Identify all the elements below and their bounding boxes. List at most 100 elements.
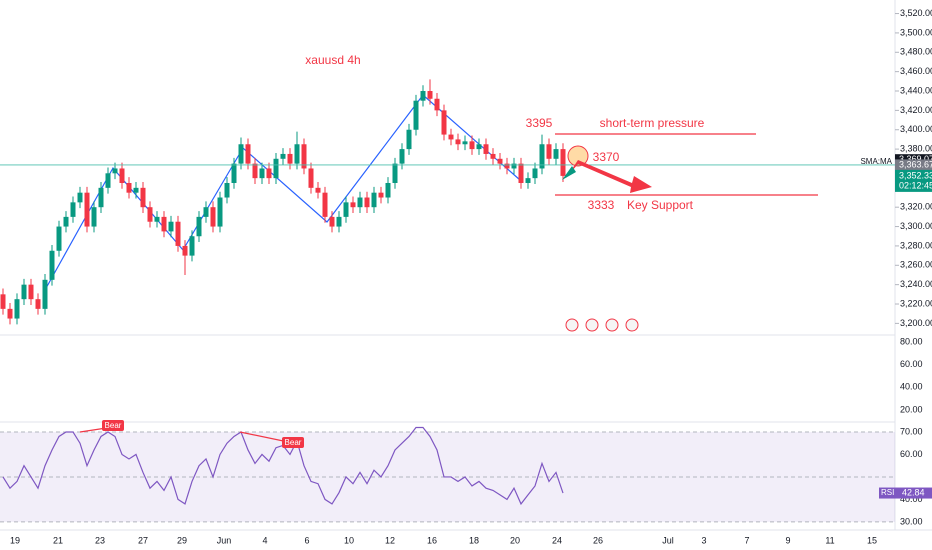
y-tick-label: 3,380.00	[900, 143, 932, 153]
candle-body	[182, 245, 188, 256]
y-tick-label: 3,260.00	[900, 260, 932, 270]
price-badge-label: 3,363.67	[899, 159, 932, 169]
x-tick-label: 29	[177, 535, 187, 545]
x-tick-label: 23	[95, 535, 105, 545]
candle-body	[210, 207, 216, 227]
x-tick-label: 19	[10, 535, 20, 545]
flag-icon[interactable]	[585, 318, 599, 332]
candle-body	[231, 163, 237, 183]
y-tick-label: 3,200.00	[900, 318, 932, 328]
rsi-name-badge	[879, 487, 895, 499]
x-tick-label: 15	[867, 535, 877, 545]
rsi-badge	[895, 487, 932, 499]
candle-body	[539, 144, 545, 169]
x-tick-label: 27	[138, 535, 148, 545]
candle-body	[259, 168, 265, 179]
x-tick-label: Jun	[217, 535, 232, 545]
candle-body	[392, 163, 398, 183]
candle-body	[280, 153, 286, 159]
candle-body	[476, 144, 482, 150]
candle-body	[245, 144, 251, 164]
flag-icon[interactable]	[605, 318, 619, 332]
candle-body	[483, 144, 489, 154]
candle-body	[532, 168, 538, 179]
price-badge-timer: 02:12:45	[899, 180, 932, 190]
candle-body	[147, 207, 153, 222]
forecast-arrow	[566, 160, 652, 193]
target-marker	[567, 145, 589, 167]
candle-body	[189, 236, 195, 256]
flag-icon[interactable]	[625, 318, 639, 332]
candle-body	[196, 216, 202, 237]
candle-body	[427, 91, 433, 99]
candle-body	[455, 139, 461, 145]
x-tick-label: 7	[744, 535, 749, 545]
candle-body	[287, 153, 293, 164]
y-tick-label: 3,400.00	[900, 124, 932, 134]
candle-body	[518, 163, 524, 183]
candle-body	[7, 308, 13, 319]
candle-body	[399, 149, 405, 164]
candle-body	[462, 141, 468, 145]
candle-body	[70, 202, 76, 217]
candle-body	[112, 168, 118, 174]
annotation: short-term pressure	[600, 116, 705, 130]
price-badge-label: 3,369.07	[899, 154, 932, 164]
candle-body	[371, 192, 377, 208]
y-tick-label: 80.00	[900, 336, 923, 346]
candle-body	[28, 284, 34, 300]
x-tick-label: Jul	[662, 535, 674, 545]
chart-title: xauusd 4h	[305, 53, 360, 67]
y-tick-label: 3,280.00	[900, 240, 932, 250]
y-tick-label: 3,300.00	[900, 221, 932, 231]
candle-body	[161, 216, 167, 232]
y-tick-label: 3,440.00	[900, 85, 932, 95]
candle-body	[91, 207, 97, 227]
candle-body	[336, 216, 342, 227]
y-tick-label: 3,480.00	[900, 47, 932, 57]
y-tick-label: 60.00	[900, 449, 923, 459]
forecast-arrow	[562, 166, 576, 180]
candle-body	[56, 226, 62, 251]
candle-body	[203, 207, 209, 217]
y-tick-label: 3,460.00	[900, 66, 932, 76]
candle-body	[35, 299, 41, 309]
candle-body	[217, 197, 223, 227]
indicator-name: SMA:MA	[860, 157, 892, 166]
rsi-name: RSI	[881, 488, 894, 497]
candle-body	[154, 216, 160, 222]
candle-body	[315, 187, 321, 193]
candle-body	[364, 197, 370, 208]
candle-body	[385, 182, 391, 198]
candle-body	[140, 187, 146, 208]
candle-body	[133, 187, 139, 193]
candle-body	[560, 149, 566, 176]
candle-body	[238, 144, 244, 164]
y-tick-label: 70.00	[900, 426, 923, 436]
x-tick-label: 11	[825, 535, 834, 545]
rsi-badge-label: 42.84	[902, 487, 925, 497]
candle-body	[42, 279, 48, 309]
candle-body	[84, 192, 90, 227]
candle-body	[105, 173, 111, 188]
candle-body	[21, 284, 27, 300]
event-icons	[565, 318, 639, 332]
candle-body	[98, 187, 104, 208]
x-tick-label: 3	[701, 535, 706, 545]
candle-body	[322, 192, 328, 217]
candle-body	[406, 129, 412, 150]
x-tick-label: 12	[385, 535, 395, 545]
y-tick-label: 3,520.00	[900, 8, 932, 18]
price-badge	[895, 169, 932, 192]
candle-body	[434, 98, 440, 111]
candle-body	[441, 110, 447, 135]
candle-body	[266, 168, 272, 179]
candle-body	[350, 202, 356, 208]
candle-body	[175, 221, 181, 246]
y-tick-label: 3,240.00	[900, 279, 932, 289]
annotation: 3333	[588, 198, 615, 212]
flag-icon[interactable]	[565, 318, 579, 332]
candle-body	[553, 149, 559, 159]
candle-body	[273, 158, 279, 179]
